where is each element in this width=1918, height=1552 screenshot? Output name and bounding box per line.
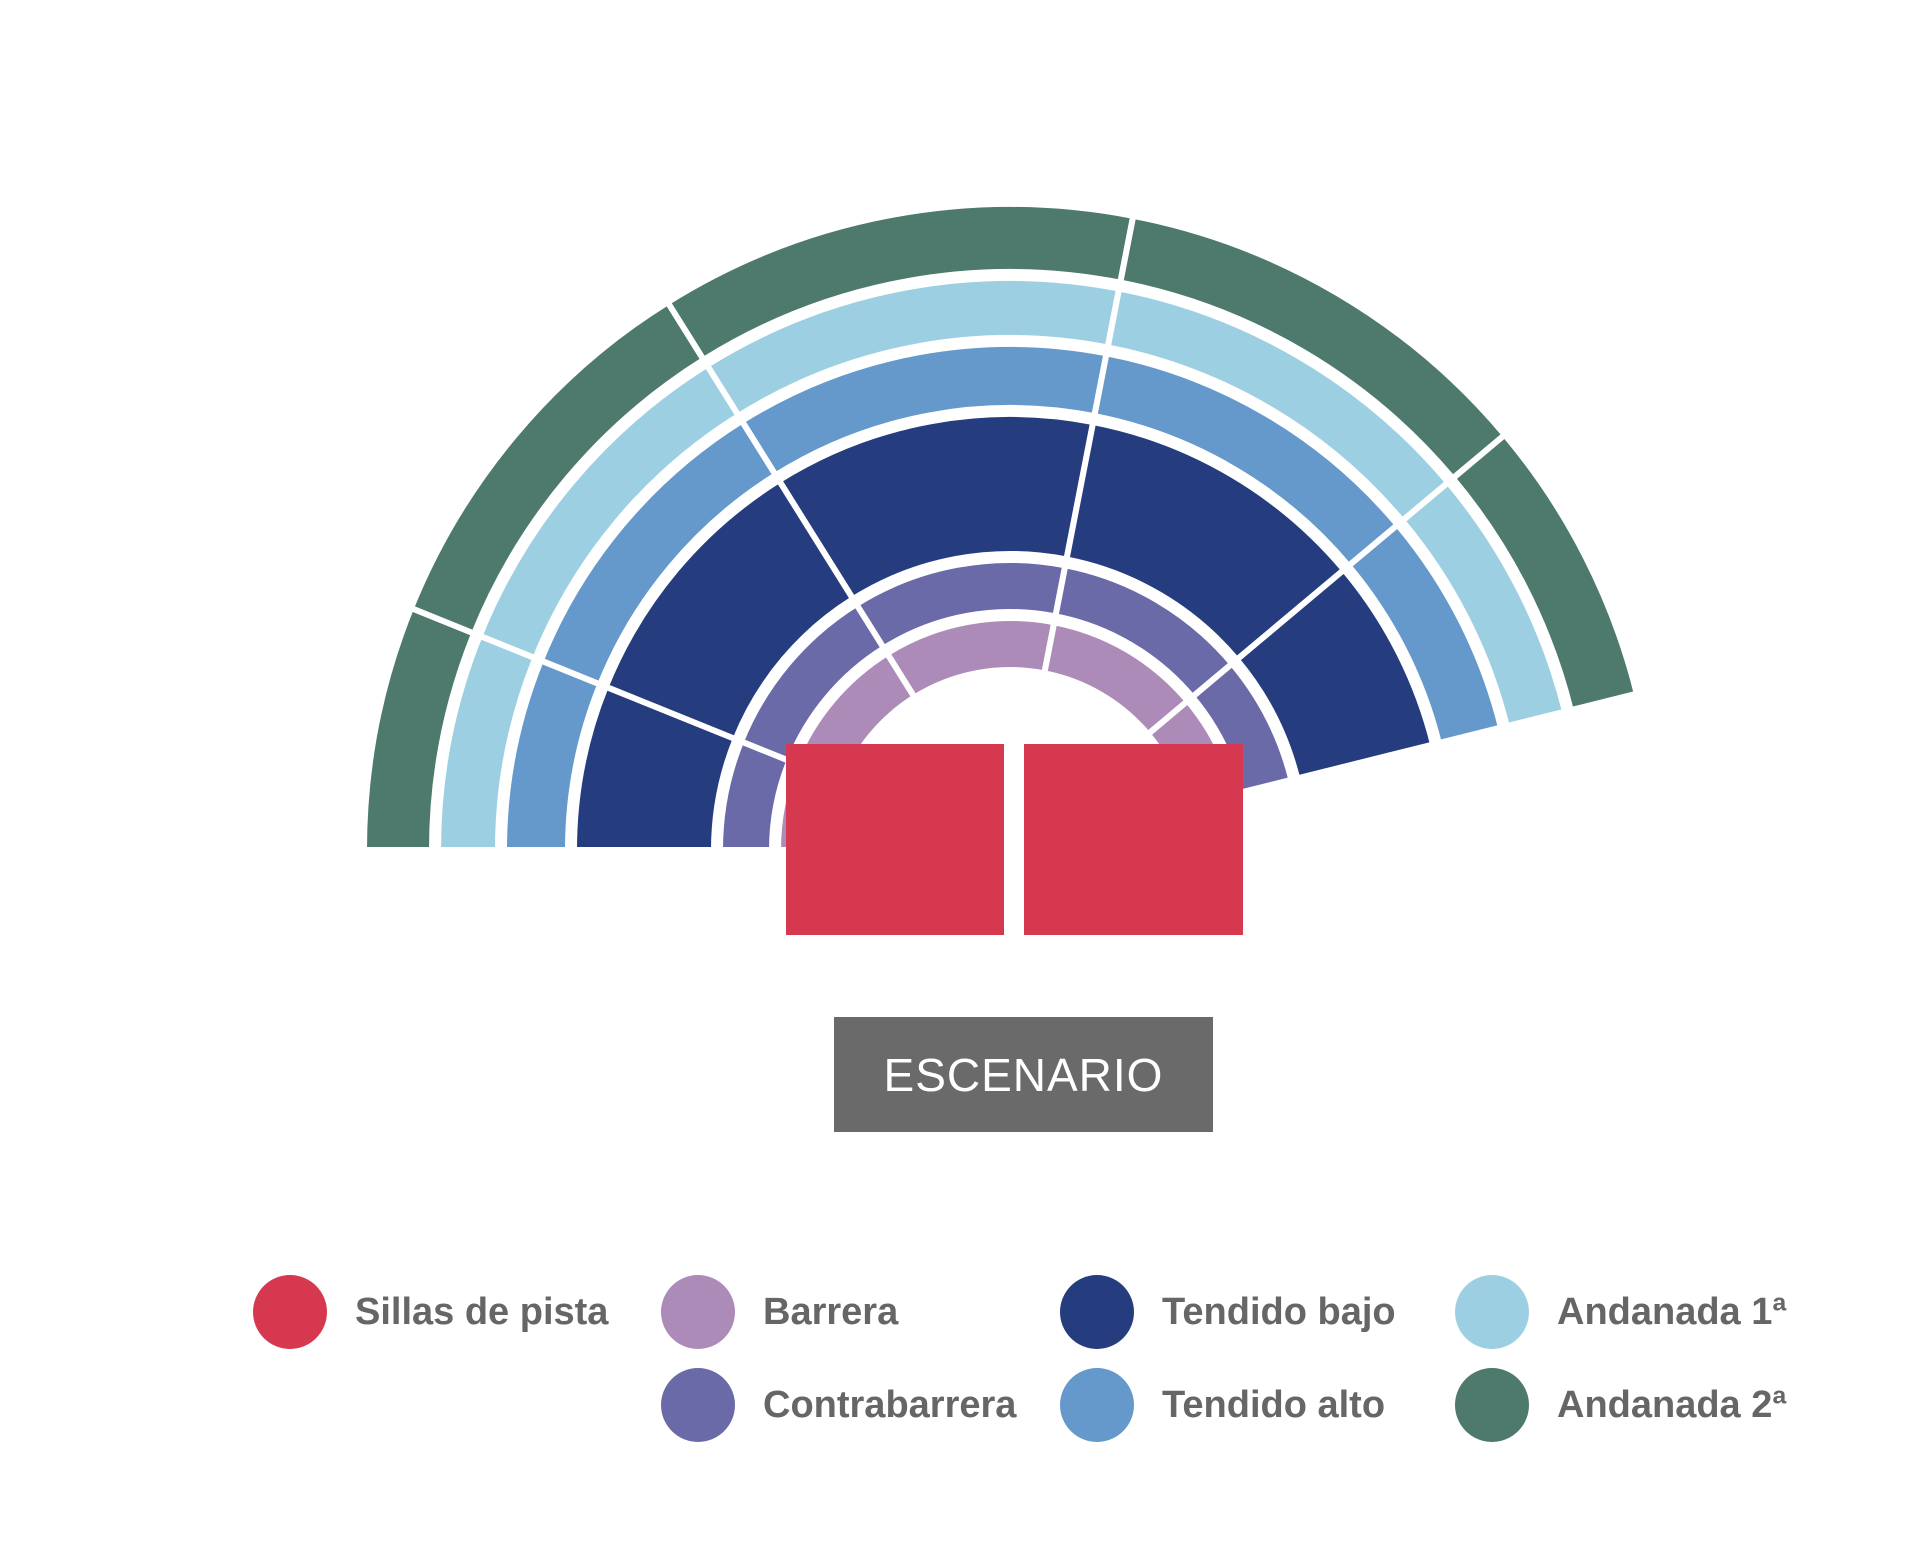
- legend-label: Andanada 1ª: [1557, 1290, 1787, 1333]
- andanada-1-section-5[interactable]: [1397, 478, 1569, 730]
- andanada-1-swatch: [1455, 1275, 1529, 1349]
- tendido-bajo-section-5[interactable]: [1232, 565, 1437, 783]
- stage: ESCENARIO: [834, 1017, 1213, 1132]
- legend-item-andanada-1[interactable]: Andanada 1ª: [1455, 1272, 1786, 1352]
- stage-label: ESCENARIO: [883, 1048, 1164, 1101]
- andanada-2-swatch: [1455, 1368, 1529, 1442]
- legend-label: Contrabarrera: [763, 1383, 1017, 1426]
- contrabarrera-section-5[interactable]: [1188, 659, 1296, 797]
- legend-label: Barrera: [763, 1290, 899, 1333]
- tendido-alto-section-5[interactable]: [1344, 520, 1505, 747]
- legend-label: Sillas de pista: [355, 1290, 609, 1333]
- tendido-alto-swatch: [1060, 1368, 1134, 1442]
- legend-item-tendido-alto[interactable]: Tendido alto: [1060, 1365, 1385, 1445]
- legend-item-andanada-2[interactable]: Andanada 2ª: [1455, 1365, 1786, 1445]
- legend-item-tendido-bajo[interactable]: Tendido bajo: [1060, 1272, 1396, 1352]
- contrabarrera-swatch: [661, 1368, 735, 1442]
- legend-item-contrabarrera[interactable]: Contrabarrera: [661, 1365, 1016, 1445]
- tendido-bajo-swatch: [1060, 1275, 1134, 1349]
- legend-label: Tendido bajo: [1162, 1290, 1396, 1333]
- andanada-2-section-5[interactable]: [1448, 430, 1641, 714]
- legend-item-sillas-de-pista[interactable]: Sillas de pista: [253, 1272, 608, 1352]
- stage-block: [834, 1017, 1213, 1132]
- legend-label: Andanada 2ª: [1557, 1383, 1787, 1426]
- barrera-swatch: [661, 1275, 735, 1349]
- sillas-de-pista-right-block[interactable]: [1024, 744, 1243, 935]
- sillas-de-pista-left-block[interactable]: [786, 744, 1004, 935]
- sillas-de-pista-swatch: [253, 1275, 327, 1349]
- legend-item-barrera[interactable]: Barrera: [661, 1272, 898, 1352]
- legend-label: Tendido alto: [1162, 1383, 1386, 1426]
